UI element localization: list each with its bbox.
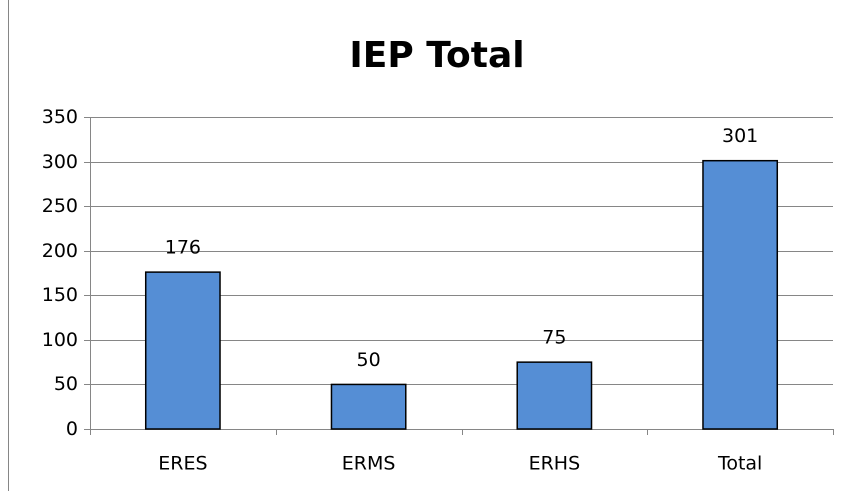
y-tick-label: 0 — [66, 418, 78, 440]
data-label: 75 — [542, 327, 566, 349]
y-tick-label: 200 — [42, 240, 78, 262]
y-tick-label: 300 — [42, 151, 78, 173]
data-label: 176 — [165, 237, 201, 259]
bar — [516, 361, 593, 430]
bar — [144, 271, 221, 430]
chart-title: IEP Total — [349, 35, 524, 76]
x-tick-label: Total — [717, 453, 762, 475]
bar — [330, 383, 407, 430]
y-tick-label: 350 — [42, 106, 78, 128]
y-tick-label: 100 — [42, 329, 78, 351]
y-tick-label: 250 — [42, 195, 78, 217]
x-tick-label: ERHS — [529, 453, 581, 475]
data-label: 301 — [722, 125, 758, 147]
data-label: 50 — [357, 349, 381, 371]
y-tick-label: 150 — [42, 284, 78, 306]
x-tick-label: ERMS — [342, 453, 396, 475]
bar — [702, 159, 779, 430]
x-tick-label: ERES — [158, 453, 207, 475]
y-tick-label: 50 — [54, 373, 78, 395]
